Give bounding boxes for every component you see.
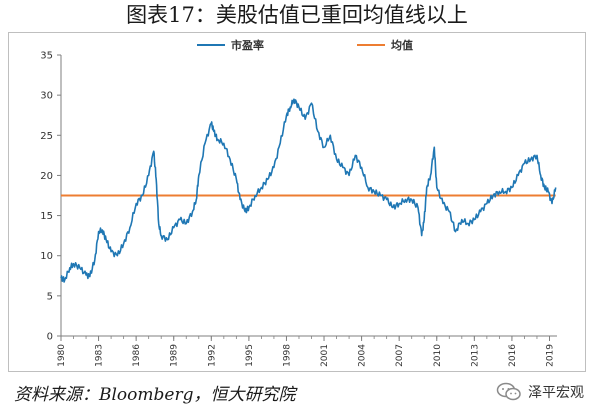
legend-label-mean: 均值 xyxy=(391,38,413,52)
chart-frame: 0 5 10 15 20 25 30 35 1980 1983 1986 1989 1992 1995 19… xyxy=(8,32,586,372)
x-tick-label: 2001 xyxy=(320,344,330,367)
y-tick-label: 15 xyxy=(40,211,53,222)
pe-chart: 0 5 10 15 20 25 30 35 1980 1983 1986 1989 1992 1995 19… xyxy=(40,38,557,367)
y-tick-label: 10 xyxy=(40,251,53,262)
watermark-text: 泽平宏观 xyxy=(528,385,584,401)
y-tick-label: 5 xyxy=(47,291,53,302)
x-tick-label: 2019 xyxy=(545,344,555,367)
legend-label-pe: 市盈率 xyxy=(231,38,264,52)
x-tick-label: 1992 xyxy=(207,344,217,367)
y-tick-label: 20 xyxy=(40,171,53,182)
x-tick-label: 2016 xyxy=(508,344,518,367)
x-tick-label: 1980 xyxy=(57,344,67,367)
watermark: 泽平宏观 xyxy=(496,382,584,402)
pe-ratio-line xyxy=(60,98,557,283)
figure-title: 图表17：美股估值已重回均值线以上 xyxy=(126,3,468,27)
x-tick-label: 2007 xyxy=(395,344,405,367)
x-tick-label: 1986 xyxy=(132,344,142,367)
y-tick-label: 0 xyxy=(47,332,53,343)
x-tick-label: 1983 xyxy=(95,344,105,367)
y-tick-label: 25 xyxy=(40,131,53,142)
wechat-icon xyxy=(496,382,521,401)
x-tick-label: 1989 xyxy=(170,344,180,367)
x-tick-label: 1998 xyxy=(282,344,292,367)
source-note: 资料来源：Bloomberg，恒大研究院 xyxy=(14,385,296,405)
x-tick-label: 2004 xyxy=(358,344,368,367)
y-tick-label: 35 xyxy=(40,51,53,62)
x-tick-label: 2013 xyxy=(470,344,480,367)
y-tick-label: 30 xyxy=(40,91,53,102)
x-tick-label: 1995 xyxy=(245,344,255,367)
x-tick-label: 2010 xyxy=(433,344,443,367)
